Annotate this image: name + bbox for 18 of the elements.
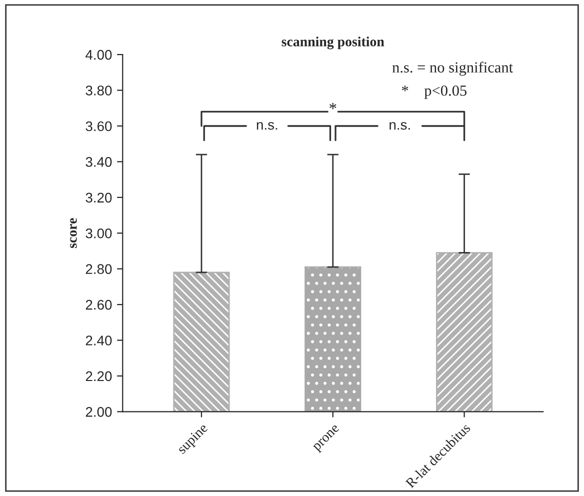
- y-tick-label: 3.60: [86, 121, 112, 132]
- chart-title: scanning position: [282, 36, 384, 50]
- y-tick-label: 2.80: [86, 264, 112, 274]
- annotation: * p<0.05: [402, 85, 467, 99]
- y-tick-label: 3.80: [86, 86, 112, 96]
- annotation: *: [330, 103, 336, 110]
- y-tick-label: 2.40: [86, 336, 112, 346]
- annotation: n.s.: [256, 122, 278, 130]
- y-axis-title: score: [70, 218, 77, 248]
- y-tick-label: 4.00: [86, 50, 112, 60]
- y-tick-label: 3.00: [86, 228, 112, 238]
- annotation: n.s. = no significant: [392, 62, 513, 76]
- annotation: n.s.: [390, 122, 410, 130]
- y-tick-label: 3.20: [86, 192, 112, 203]
- y-tick-label: 2.00: [86, 407, 112, 417]
- y-tick-label: 2.60: [86, 300, 112, 310]
- y-tick-label: 2.20: [86, 371, 112, 382]
- y-tick-label: 3.40: [86, 157, 112, 167]
